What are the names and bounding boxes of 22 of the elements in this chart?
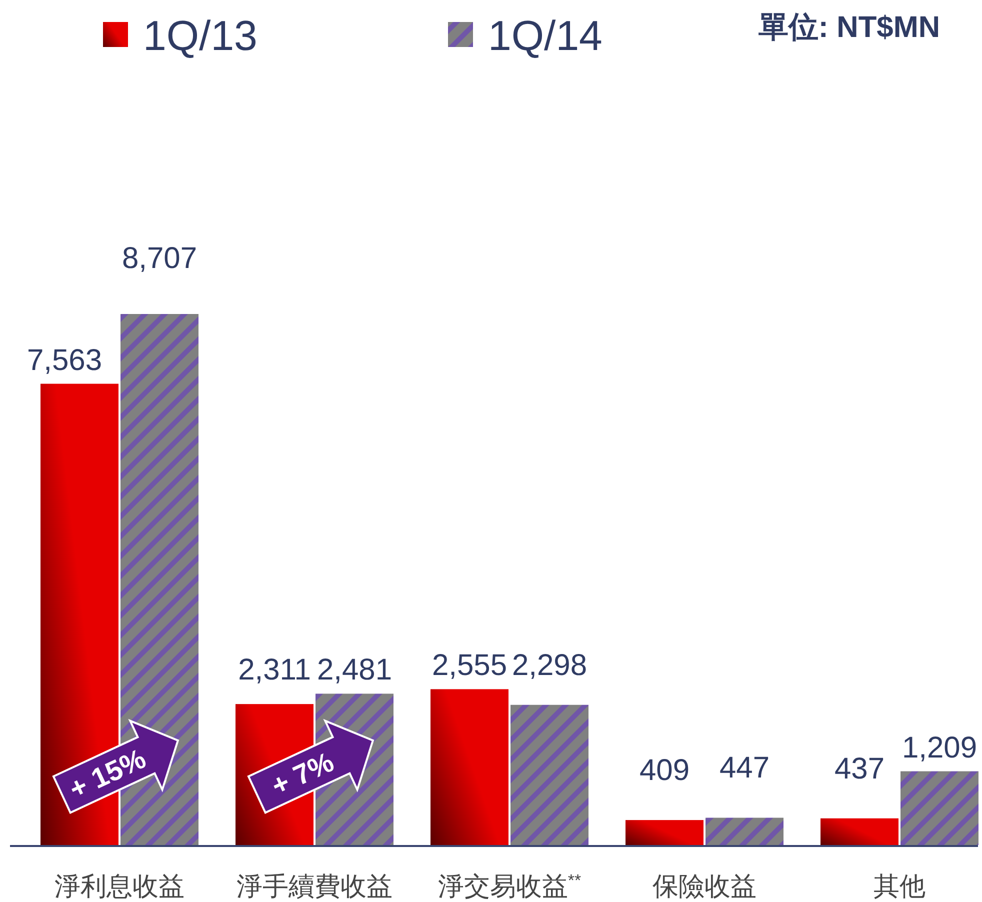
data-label: 2,481 xyxy=(316,654,392,687)
annotation: + 7% xyxy=(266,746,338,802)
data-label: 437 xyxy=(834,752,885,786)
picture-arrow: + 15% xyxy=(52,718,180,814)
data-label: 2,298 xyxy=(512,649,588,682)
data-label: 8,707 xyxy=(122,242,198,275)
category-label: 淨手續費收益 xyxy=(236,871,392,901)
chart-subtitle: 單位: NT$MN xyxy=(758,11,940,44)
data-label: 409 xyxy=(639,754,690,788)
legend-label: 1Q/13 xyxy=(143,12,258,59)
data-label: 7,563 xyxy=(26,344,102,377)
data-label: 2,311 xyxy=(238,654,311,687)
data-label: 2,555 xyxy=(432,649,508,682)
data-label: 447 xyxy=(719,752,770,785)
picture-arrow: + 7% xyxy=(247,718,374,814)
category-label: 其他 xyxy=(874,871,926,901)
category-label: 保險收益 xyxy=(652,871,756,901)
category-label: 淨交易收益$^{**}$ xyxy=(438,870,582,901)
data-label: 1,209 xyxy=(902,731,978,764)
legend-label: 1Q/14 xyxy=(488,12,602,59)
category-label: 淨利息收益 xyxy=(54,871,184,901)
annotation: + 15% xyxy=(64,742,150,805)
